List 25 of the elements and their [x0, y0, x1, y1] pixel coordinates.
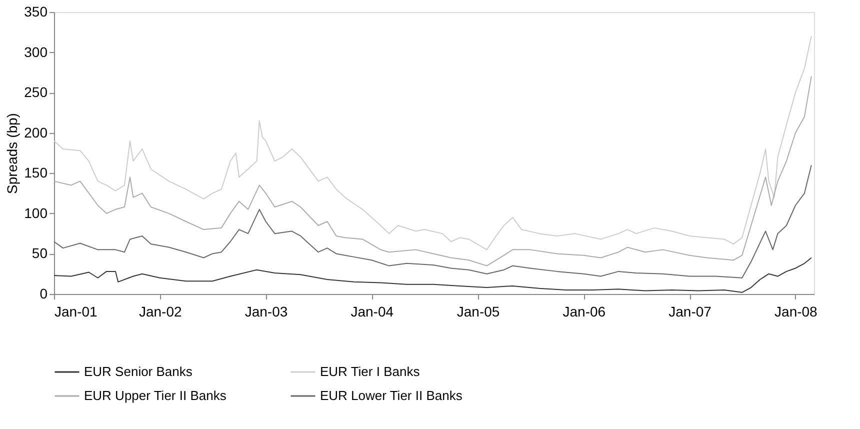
x-tick-label: Jan-03	[244, 304, 288, 320]
y-tick-label: 100	[24, 204, 48, 221]
x-tick-label: Jan-05	[456, 304, 500, 320]
x-tick-label: Jan-08	[774, 304, 818, 320]
y-tick-label: 250	[24, 84, 48, 100]
legend-label: EUR Upper Tier II Banks	[84, 388, 227, 403]
y-tick-label: 300	[24, 44, 48, 60]
x-tick-label: Jan-07	[668, 304, 712, 320]
line-series	[54, 36, 812, 250]
legend-label: EUR Lower Tier II Banks	[320, 388, 463, 403]
x-tick-label: Jan-04	[350, 304, 394, 320]
line-series	[54, 76, 812, 266]
y-tick-label: 150	[24, 164, 48, 181]
y-axis-title: Spreads (bp)	[4, 113, 20, 194]
line-series	[54, 257, 812, 293]
y-tick-label: 0	[40, 286, 48, 302]
x-tick-label: Jan-06	[562, 304, 606, 320]
y-tick-label: 350	[24, 4, 48, 20]
legend-label: EUR Tier I Banks	[320, 364, 420, 379]
line-series	[54, 164, 812, 278]
x-tick-label: Jan-02	[138, 304, 182, 320]
y-tick-label: 50	[32, 245, 48, 262]
legend-label: EUR Senior Banks	[84, 364, 193, 379]
x-tick-label: Jan-01	[54, 304, 98, 320]
y-tick-label: 200	[24, 124, 48, 140]
